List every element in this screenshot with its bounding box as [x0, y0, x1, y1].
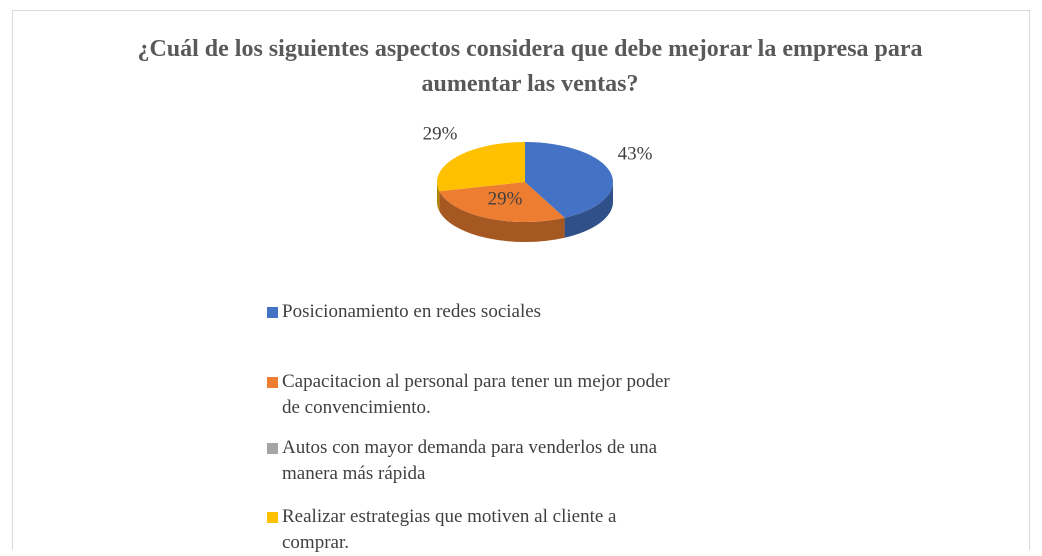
legend-label: Capacitacion al personal para tener un m…	[282, 371, 670, 418]
data-label: 43%	[618, 143, 653, 164]
slice	[525, 142, 613, 218]
legend-label: Realizar estrategias que motiven al clie…	[282, 506, 617, 553]
legend-label: Autos con mayor demanda para venderlos d…	[282, 437, 658, 484]
legend-item: Posicionamiento en redes sociales	[267, 299, 672, 325]
slice	[437, 142, 525, 192]
pie-chart: 43% 29% 29%	[423, 123, 653, 242]
slice-side	[439, 191, 565, 242]
legend-swatch	[267, 377, 278, 388]
slice-side	[564, 182, 613, 238]
chart-frame	[12, 10, 1030, 550]
slice	[439, 182, 565, 222]
legend-item: Capacitacion al personal para tener un m…	[267, 369, 672, 421]
legend-swatch	[267, 307, 278, 318]
chart-title: ¿Cuál de los siguientes aspectos conside…	[137, 36, 923, 97]
legend-item: Realizar estrategias que motiven al clie…	[267, 504, 672, 556]
legend-label: Posicionamiento en redes sociales	[282, 301, 542, 322]
data-label: 29%	[423, 123, 458, 144]
data-label: 29%	[488, 188, 523, 209]
legend-item: Autos con mayor demanda para venderlos d…	[267, 435, 672, 487]
slice-side	[437, 182, 440, 212]
page: {"chart_data": {"type": "pie", "title": …	[12, 10, 1030, 553]
legend-swatch	[267, 443, 278, 454]
legend-swatch	[267, 512, 278, 523]
